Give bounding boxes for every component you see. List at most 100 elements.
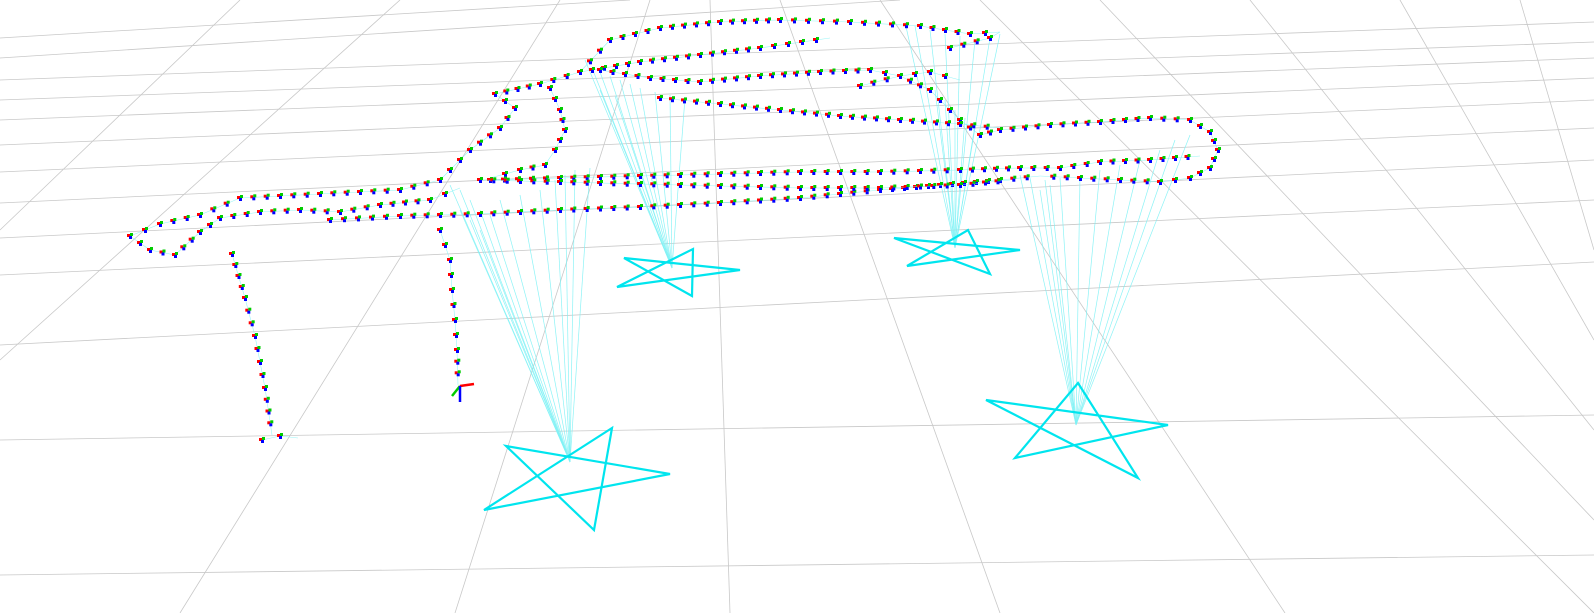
pose-marker: [837, 113, 843, 119]
pose-marker: [583, 179, 590, 186]
pose-marker: [861, 114, 867, 121]
pose-marker: [823, 185, 830, 191]
pose-marker: [267, 420, 274, 427]
grid-line: [0, 199, 1594, 276]
pose-marker: [777, 107, 783, 113]
pose-marker: [450, 302, 457, 308]
pose-marker: [741, 103, 747, 110]
landmark-star-3[interactable]: [893, 228, 1021, 277]
pose-marker: [230, 213, 237, 219]
pose-marker: [1030, 165, 1037, 171]
pose-marker: [223, 200, 230, 207]
pose-marker: [622, 71, 628, 77]
observation-ray: [1039, 189, 1077, 426]
landmark-star-2[interactable]: [616, 247, 741, 298]
pose-marker: [637, 173, 643, 179]
pose-marker: [245, 307, 252, 314]
current-pose-axes[interactable]: [451, 382, 475, 402]
observation-ray: [914, 25, 956, 249]
pose-marker: [537, 81, 543, 87]
pose-marker: [721, 49, 727, 56]
pose-marker: [661, 56, 667, 63]
pose-marker: [850, 189, 857, 196]
pose-marker: [447, 167, 453, 173]
pose-marker: [983, 123, 990, 130]
pose-marker: [341, 216, 347, 223]
pose-marker: [448, 272, 454, 278]
pose-marker: [777, 17, 783, 23]
pose-marker: [1034, 123, 1041, 130]
pose-marker: [805, 69, 811, 76]
pose-marker: [525, 83, 532, 90]
pose-marker: [514, 86, 521, 92]
pose-marker: [210, 206, 217, 213]
pose-marker: [921, 118, 927, 125]
pose-marker: [1022, 124, 1028, 131]
pose-marker: [669, 23, 675, 30]
pose-marker: [969, 180, 976, 187]
pose-marker: [597, 180, 603, 186]
pose-marker: [317, 191, 323, 197]
pose-marker: [517, 178, 523, 184]
pose-marker: [883, 76, 890, 83]
pose-marker: [170, 218, 177, 224]
observation-ray: [639, 87, 673, 269]
pose-marker: [1063, 174, 1070, 181]
pose-marker: [547, 85, 553, 91]
pose-marker: [677, 202, 683, 208]
pose-marker: [917, 82, 923, 89]
grid-line: [0, 261, 1594, 346]
pose-marker: [1084, 119, 1091, 126]
pose-marker: [889, 21, 895, 28]
pose-marker: [837, 191, 843, 197]
pose-marker: [813, 37, 819, 43]
pose-marker: [1122, 158, 1128, 164]
pose-marker: [657, 25, 663, 31]
pose-marker: [1197, 123, 1203, 129]
landmark-star-1[interactable]: [483, 425, 671, 533]
pose-marker: [791, 17, 797, 24]
grid-line: [179, 0, 561, 613]
pose-marker: [562, 127, 568, 133]
pose-marker: [957, 167, 963, 173]
grid-line: [1249, 0, 1594, 431]
pose-marker: [229, 251, 235, 257]
pose-marker: [363, 204, 370, 211]
pose-marker: [810, 169, 817, 175]
grid-line: [979, 0, 1594, 613]
grid-line: [879, 0, 1286, 613]
pose-marker: [1059, 121, 1066, 128]
pose-marker: [463, 211, 470, 218]
pose-marker: [503, 177, 510, 184]
pose-marker: [649, 57, 655, 64]
pose-marker: [987, 35, 993, 41]
landmarks: [483, 228, 1169, 533]
pose-marker: [257, 209, 263, 215]
pose-marker: [383, 213, 389, 220]
pose-marker: [502, 98, 508, 104]
pose-marker: [967, 31, 973, 37]
observation-ray: [1075, 169, 1101, 426]
observation-ray: [614, 95, 673, 269]
observation-ray: [489, 214, 571, 463]
pose-marker: [684, 78, 691, 84]
pose-marker: [813, 110, 819, 117]
pose-marker: [437, 177, 443, 183]
pose-marker: [597, 205, 603, 212]
pose-marker: [1005, 165, 1011, 172]
pose-marker: [930, 167, 937, 174]
pose-marker: [730, 183, 737, 190]
pose-marker: [610, 180, 617, 187]
pose-marker: [903, 168, 910, 175]
pose-marker: [890, 184, 897, 191]
pose-marker: [467, 147, 473, 153]
landmark-star-4[interactable]: [985, 381, 1169, 481]
pose-marker: [969, 166, 975, 173]
pose-marker: [188, 236, 195, 243]
pose-marker: [925, 183, 931, 189]
pose-marker: [927, 87, 933, 93]
pose-marker: [504, 115, 511, 121]
pose-marker: [1147, 115, 1153, 121]
